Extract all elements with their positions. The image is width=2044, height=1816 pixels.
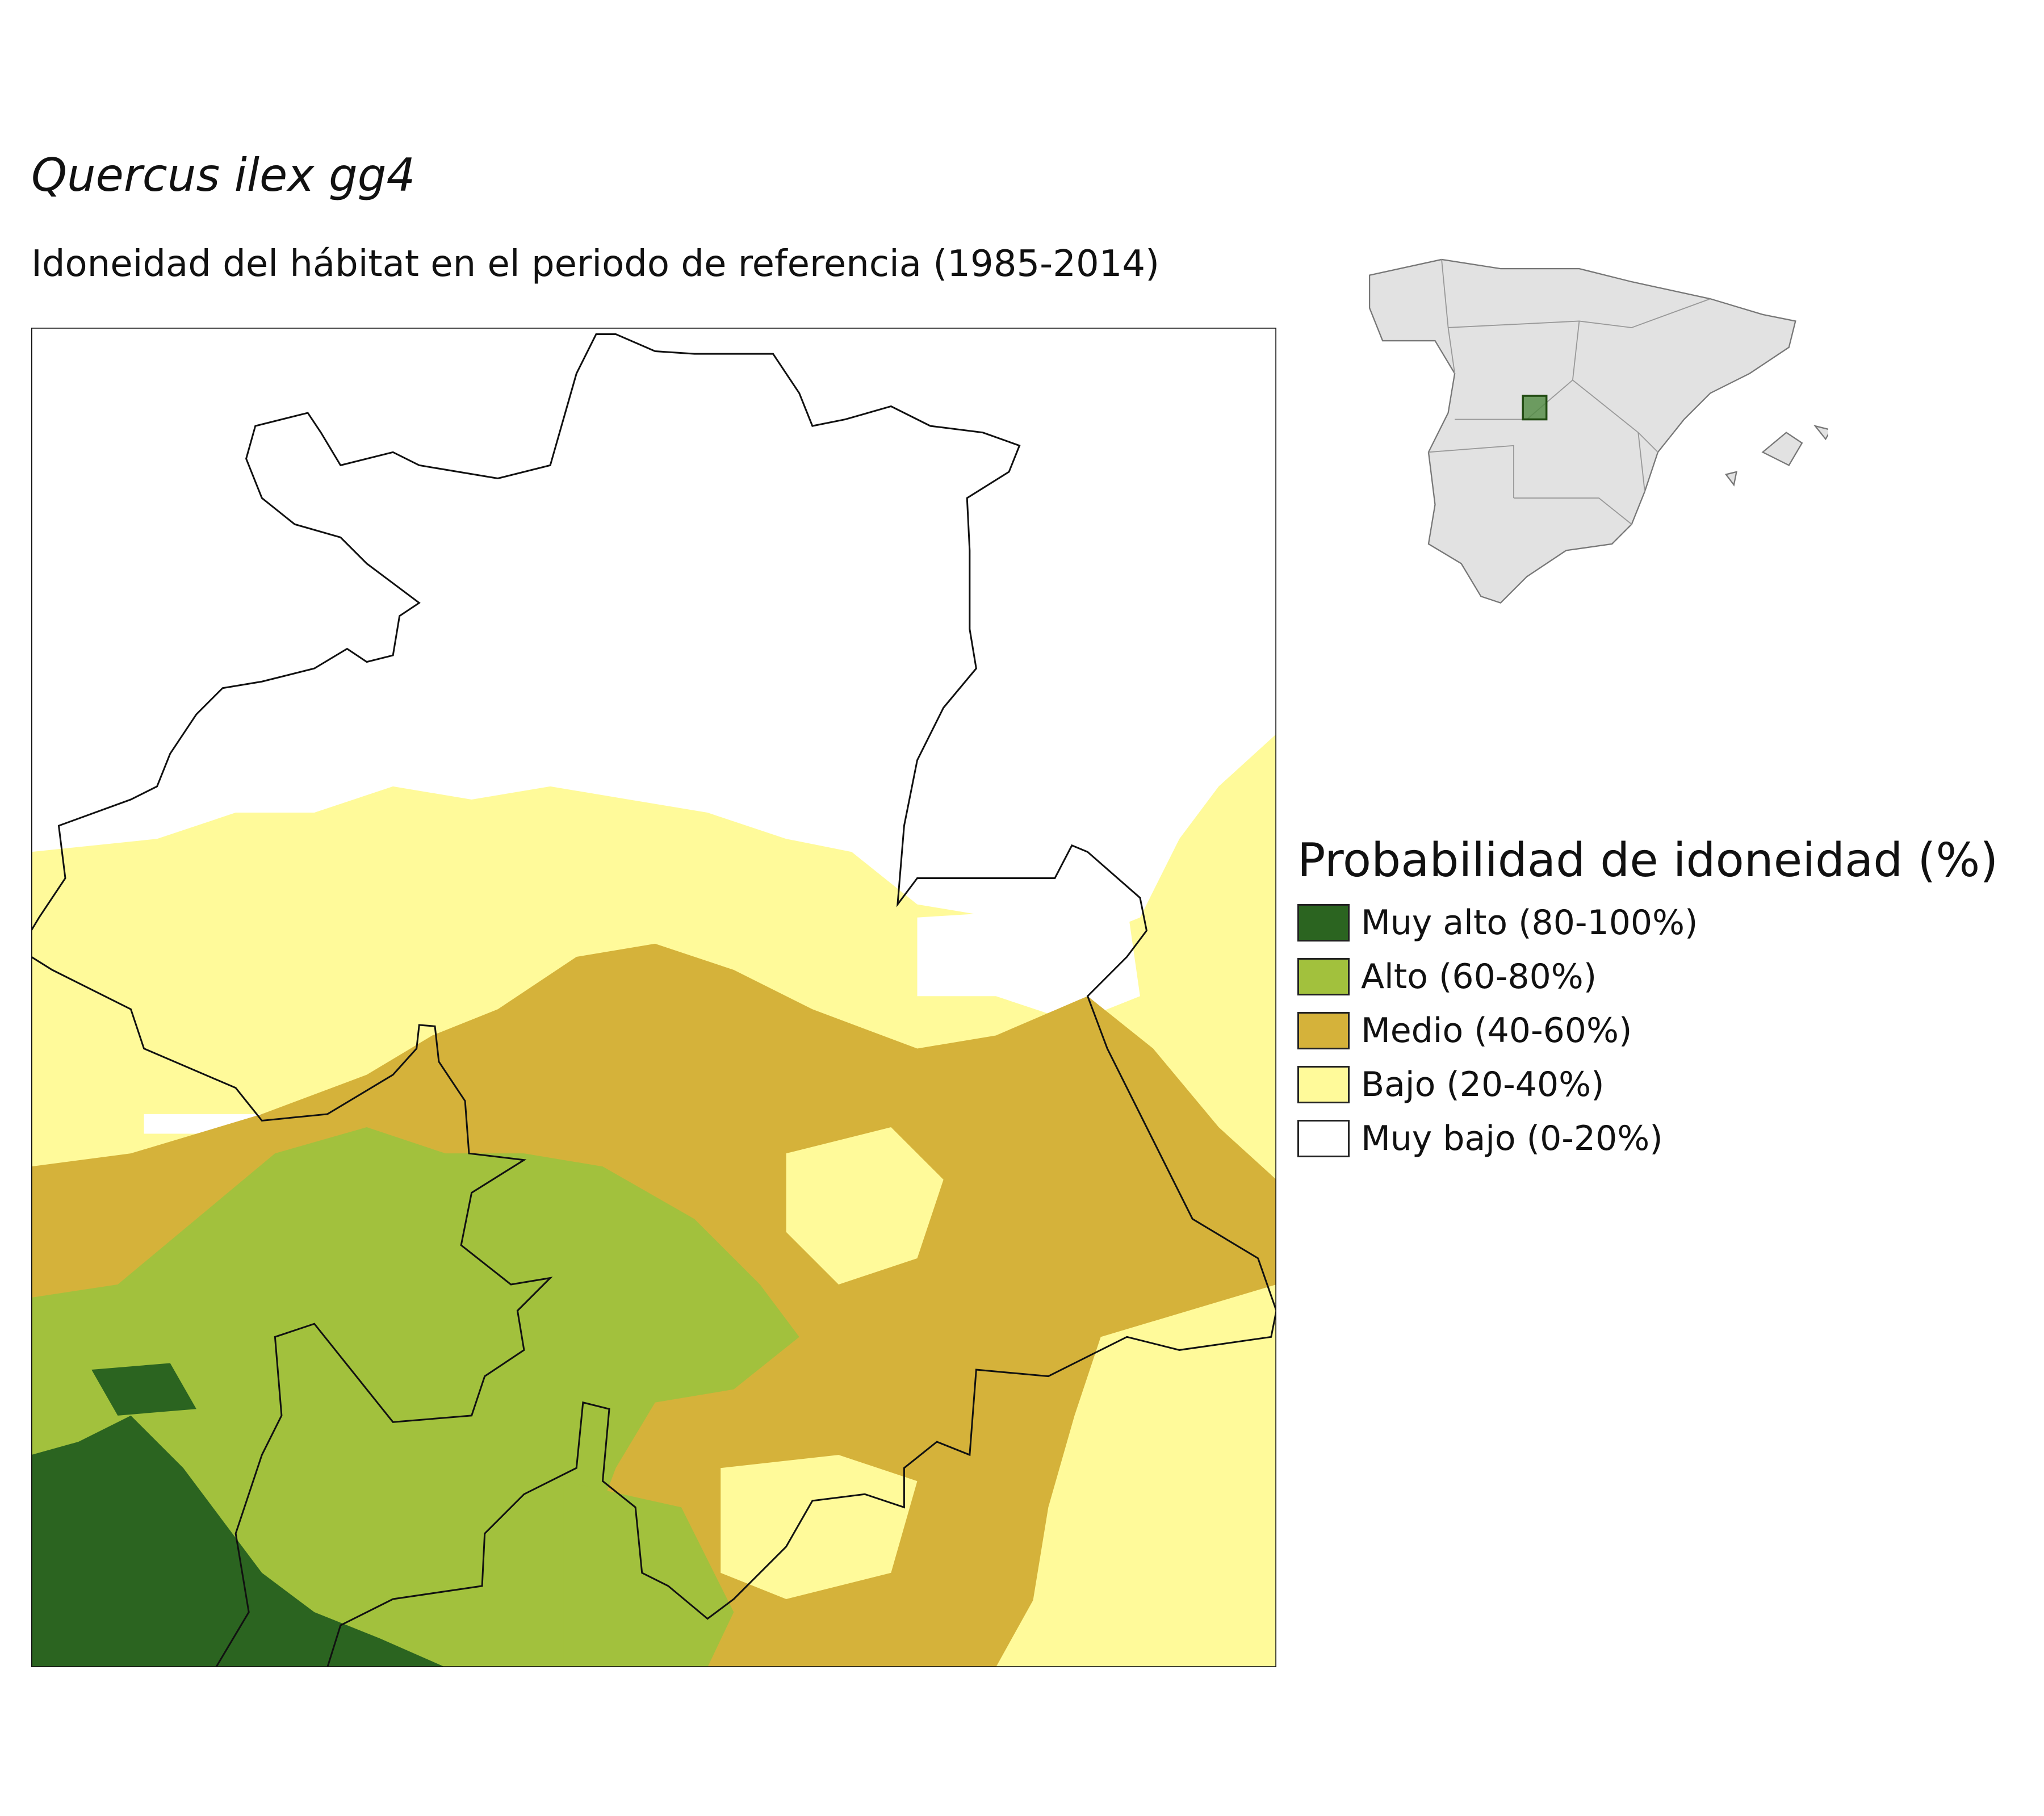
legend-item: Medio (40-60%) <box>1297 1011 1632 1051</box>
legend-label: Muy alto (80-100%) <box>1361 903 1698 943</box>
legend-label: Alto (60-80%) <box>1361 957 1597 997</box>
legend-label: Bajo (20-40%) <box>1361 1065 1605 1104</box>
legend-swatch <box>1297 1066 1350 1103</box>
legend-swatch <box>1297 904 1350 942</box>
legend-item: Bajo (20-40%) <box>1297 1065 1605 1104</box>
spain-outline <box>1368 258 1796 604</box>
zone-muy-alto <box>31 1415 446 1667</box>
zone-muy-bajo <box>31 328 1276 944</box>
legend-item: Muy bajo (0-20%) <box>1297 1119 1663 1158</box>
habitat-map <box>31 328 1276 1667</box>
legend-label: Medio (40-60%) <box>1361 1011 1632 1051</box>
map-title: Quercus ilex gg4 <box>31 149 416 202</box>
legend-item: Alto (60-80%) <box>1297 957 1597 997</box>
zone-muy-bajo <box>917 904 1140 1023</box>
legend-title: Probabilidad de idoneidad (%) <box>1297 834 1999 888</box>
zone-muy-alto <box>91 1363 196 1416</box>
legend-swatch <box>1297 1012 1350 1049</box>
legend-swatch <box>1297 958 1350 995</box>
locator-inset <box>1368 258 1828 604</box>
study-area <box>1522 395 1548 421</box>
legend-label: Muy bajo (0-20%) <box>1361 1119 1663 1158</box>
legend-swatch <box>1297 1120 1350 1157</box>
zone-bajo <box>786 1127 944 1284</box>
map-subtitle: Idoneidad del hábitat en el periodo de r… <box>31 243 1160 285</box>
legend-item: Muy alto (80-100%) <box>1297 903 1698 943</box>
province-border <box>31 333 1276 1667</box>
zone-bajo <box>1022 1284 1276 1667</box>
islands <box>1724 425 1828 487</box>
zone-alto <box>563 1481 734 1667</box>
